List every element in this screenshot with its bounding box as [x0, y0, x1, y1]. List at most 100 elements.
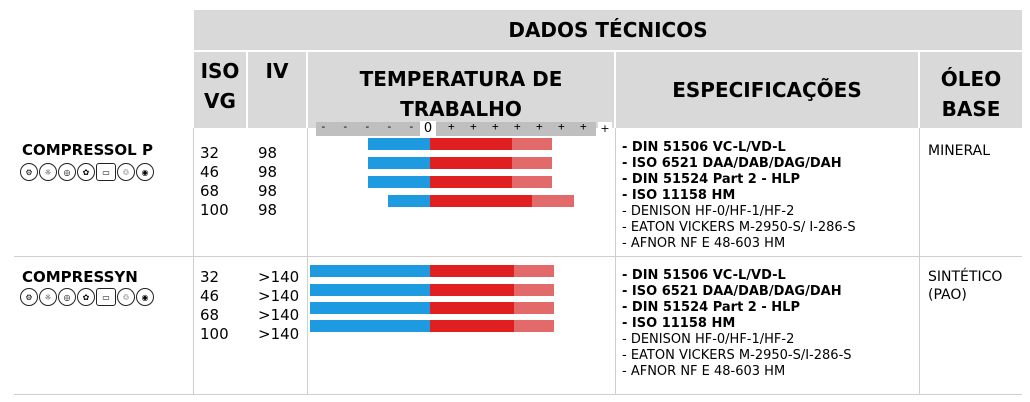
product-name: COMPRESSYN: [22, 268, 138, 286]
scale-plus: +: [448, 120, 455, 133]
bar-work: [430, 157, 512, 169]
scale-minus: -: [342, 120, 349, 133]
header-iv: IV: [248, 52, 306, 128]
iso-vg-value: 100: [200, 325, 229, 343]
spec-item: - DIN 51524 Part 2 - HLP: [622, 300, 800, 315]
iv-value: >140: [258, 287, 300, 305]
bar-work: [430, 195, 532, 207]
table-title: DADOS TÉCNICOS: [194, 10, 1022, 50]
iso-vg-value: 46: [200, 163, 220, 181]
temp-bar: [310, 265, 554, 277]
bar-cold: [310, 302, 430, 314]
bar-limit: [512, 157, 552, 169]
iv-values: >140 >140 >140 >140: [258, 268, 299, 344]
recycle-icon: ♲: [117, 163, 135, 181]
gear-icon: ☼: [39, 288, 57, 306]
scale-zero: 0: [420, 121, 436, 137]
scale-plus: +: [580, 120, 587, 133]
header-iso-vg: ISO VG: [194, 52, 246, 128]
row-divider: [14, 256, 1022, 257]
compressor-icon: ⚙: [20, 163, 38, 181]
spec-item: - ISO 6521 DAA/DAB/DAG/DAH: [622, 284, 842, 299]
iso-vg-value: 68: [200, 182, 220, 200]
temp-bar: [310, 302, 554, 314]
spec-item: - ISO 11158 HM: [622, 316, 736, 331]
temp-bar: [310, 320, 554, 332]
bar-work: [430, 176, 512, 188]
spec-list: - DIN 51506 VC-L/VD-L - ISO 6521 DAA/DAB…: [622, 268, 852, 380]
bar-limit: [514, 265, 554, 277]
oleo-base-line: MINERAL: [928, 143, 991, 159]
spec-item: - DIN 51506 VC-L/VD-L: [622, 268, 786, 283]
header-iso-line2: VG: [204, 89, 236, 113]
bar-cold: [368, 176, 430, 188]
scale-minus: -: [386, 120, 393, 133]
header-oleo-line1: ÓLEO: [940, 67, 1002, 91]
drop-icon: ◉: [136, 288, 154, 306]
spec-item: - DIN 51506 VC-L/VD-L: [622, 140, 786, 155]
scale-plus-end: +: [598, 122, 612, 136]
drop-icon: ◉: [136, 163, 154, 181]
header-oleo-line2: BASE: [941, 97, 1001, 121]
divider: [307, 128, 308, 394]
iso-vg-value: 46: [200, 287, 220, 305]
recycle-icon: ♲: [117, 288, 135, 306]
bar-limit: [514, 284, 554, 296]
pump-icon: ◎: [58, 288, 76, 306]
spec-item: - EATON VICKERS M-2950-S/ I-286-S: [622, 220, 856, 235]
scale-plus: +: [558, 120, 565, 133]
product-name: COMPRESSOL P: [22, 141, 153, 159]
oleo-base: SINTÉTICO (PAO): [928, 268, 1002, 304]
scale-minus: -: [320, 120, 327, 133]
scale-minus: -: [408, 120, 415, 133]
bar-cold: [310, 320, 430, 332]
spec-list: - DIN 51506 VC-L/VD-L - ISO 6521 DAA/DAB…: [622, 140, 856, 252]
scale-plus: +: [492, 120, 499, 133]
bar-work: [430, 138, 512, 150]
temperature-scale: - - - - - 0 + + + + + + +: [316, 120, 596, 137]
bar-work: [430, 284, 514, 296]
temp-bar: [368, 138, 552, 150]
spec-item: - AFNOR NF E 48-603 HM: [622, 236, 786, 251]
bar-cold: [310, 265, 430, 277]
iso-vg-value: 32: [200, 268, 220, 286]
scale-plus: +: [536, 120, 543, 133]
bar-cold: [368, 138, 430, 150]
temp-bar: [310, 284, 554, 296]
iso-vg-value: 100: [200, 201, 229, 219]
bar-limit: [514, 302, 554, 314]
scale-minus: -: [364, 120, 371, 133]
cycle-icon: ✿: [77, 288, 95, 306]
bar-limit: [514, 320, 554, 332]
spec-item: - EATON VICKERS M-2950-S/I-286-S: [622, 348, 852, 363]
header-iso-line1: ISO: [200, 59, 240, 83]
row-divider: [14, 394, 1022, 395]
screw-icon: ▭: [96, 163, 116, 181]
iso-vg-value: 68: [200, 306, 220, 324]
bar-work: [430, 320, 514, 332]
iv-value: >140: [258, 306, 300, 324]
scale-plus: +: [514, 120, 521, 133]
bar-work: [430, 265, 514, 277]
bar-work: [430, 302, 514, 314]
spec-item: - ISO 11158 HM: [622, 188, 736, 203]
bar-limit: [532, 195, 574, 207]
bar-limit: [512, 138, 552, 150]
screw-icon: ▭: [96, 288, 116, 306]
cycle-icon: ✿: [77, 163, 95, 181]
iv-value: 98: [258, 163, 278, 181]
oleo-base-line: SINTÉTICO: [928, 269, 1003, 285]
iv-value: 98: [258, 201, 278, 219]
temp-bar: [368, 157, 552, 169]
iso-vg-values: 32 46 68 100: [200, 144, 229, 220]
compressor-icon: ⚙: [20, 288, 38, 306]
divider: [615, 128, 616, 394]
application-icons: ⚙ ☼ ◎ ✿ ▭ ♲ ◉: [20, 288, 154, 306]
header-iv-label: IV: [265, 59, 289, 83]
header-temperatura: TEMPERATURA DE TRABALHO: [308, 52, 614, 128]
application-icons: ⚙ ☼ ◎ ✿ ▭ ♲ ◉: [20, 163, 154, 181]
bar-limit: [512, 176, 552, 188]
divider: [193, 128, 194, 394]
iso-vg-value: 32: [200, 144, 220, 162]
spec-item: - DIN 51524 Part 2 - HLP: [622, 172, 800, 187]
